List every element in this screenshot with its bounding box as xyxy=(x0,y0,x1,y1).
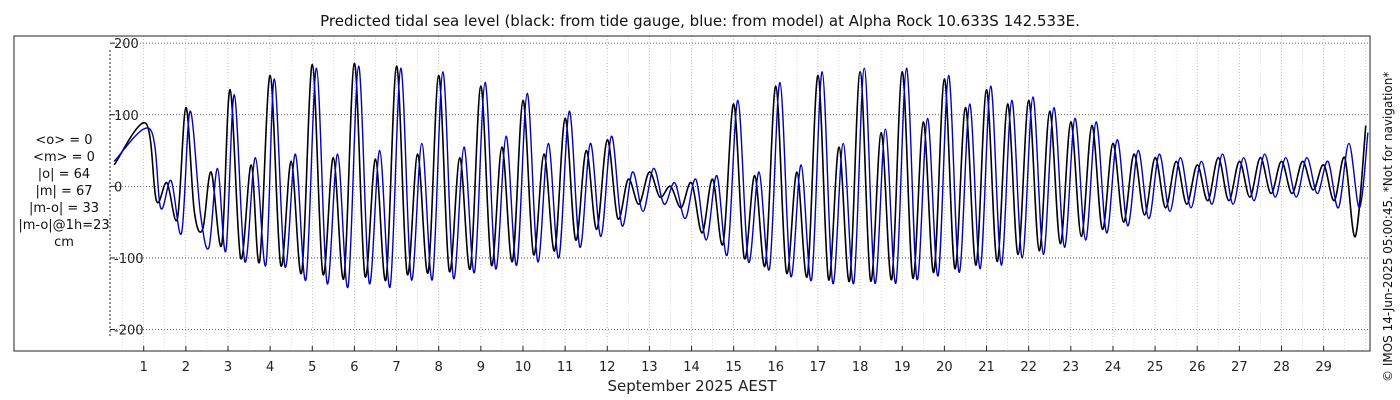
stats-panel: <o> = 0 <m> = 0 |o| = 64 |m| = 67 |m-o| = 33… xyxy=(18,133,109,250)
x-tick-label: 28 xyxy=(1273,360,1290,375)
x-axis-label: September 2025 AEST xyxy=(607,377,777,395)
x-tick-label: 17 xyxy=(810,360,827,375)
y-tick-label: -100 xyxy=(114,252,144,267)
x-tick-label: 12 xyxy=(599,360,616,375)
stat-line: <o> = 0 xyxy=(35,133,92,148)
stat-line: <m> = 0 xyxy=(33,150,95,165)
x-tick-label: 26 xyxy=(1189,360,1206,375)
y-tick-label: 100 xyxy=(114,109,139,124)
y-tick-label: 200 xyxy=(114,37,139,52)
y-tick-label: 0 xyxy=(114,180,122,195)
stat-line: |m-o|@1h=23 xyxy=(18,218,109,233)
x-tick-label: 5 xyxy=(308,360,316,375)
x-tick-label: 8 xyxy=(435,360,443,375)
x-tick-label: 10 xyxy=(515,360,532,375)
x-tick-label: 1 xyxy=(140,360,148,375)
series-line-model xyxy=(113,65,1369,288)
x-tick-label: 24 xyxy=(1105,360,1122,375)
x-tick-label: 18 xyxy=(852,360,869,375)
x-tick-label: 21 xyxy=(978,360,995,375)
x-tick-label: 13 xyxy=(641,360,658,375)
series-lines xyxy=(113,62,1369,288)
x-tick-label: 22 xyxy=(1020,360,1037,375)
x-tick-label: 2 xyxy=(182,360,190,375)
x-tick-label: 20 xyxy=(936,360,953,375)
y-tick-label: -200 xyxy=(114,324,144,339)
stat-line: |m-o| = 33 xyxy=(29,201,99,216)
stat-line: cm xyxy=(54,235,74,250)
x-tick-label: 3 xyxy=(224,360,232,375)
x-tick-label: 16 xyxy=(768,360,785,375)
x-tick-label: 14 xyxy=(683,360,700,375)
x-tick-label: 27 xyxy=(1231,360,1248,375)
x-tick-label: 23 xyxy=(1063,360,1080,375)
stat-line: |o| = 64 xyxy=(38,167,90,182)
x-tick-label: 29 xyxy=(1315,360,1332,375)
x-tick-label: 25 xyxy=(1147,360,1164,375)
x-tick-label: 9 xyxy=(477,360,485,375)
series-line-tide-gauge xyxy=(113,62,1367,282)
x-tick-label: 19 xyxy=(894,360,911,375)
stat-line: |m| = 67 xyxy=(35,184,92,199)
x-tick-label: 4 xyxy=(266,360,274,375)
chart-title: Predicted tidal sea level (black: from t… xyxy=(320,12,1080,30)
x-tick-label: 11 xyxy=(557,360,574,375)
x-tick-label: 15 xyxy=(725,360,742,375)
copyright-note: © IMOS 14-Jun-2025 05:00:45. *Not for na… xyxy=(1381,72,1395,382)
x-tick-label: 7 xyxy=(392,360,400,375)
x-tick-label: 6 xyxy=(350,360,358,375)
